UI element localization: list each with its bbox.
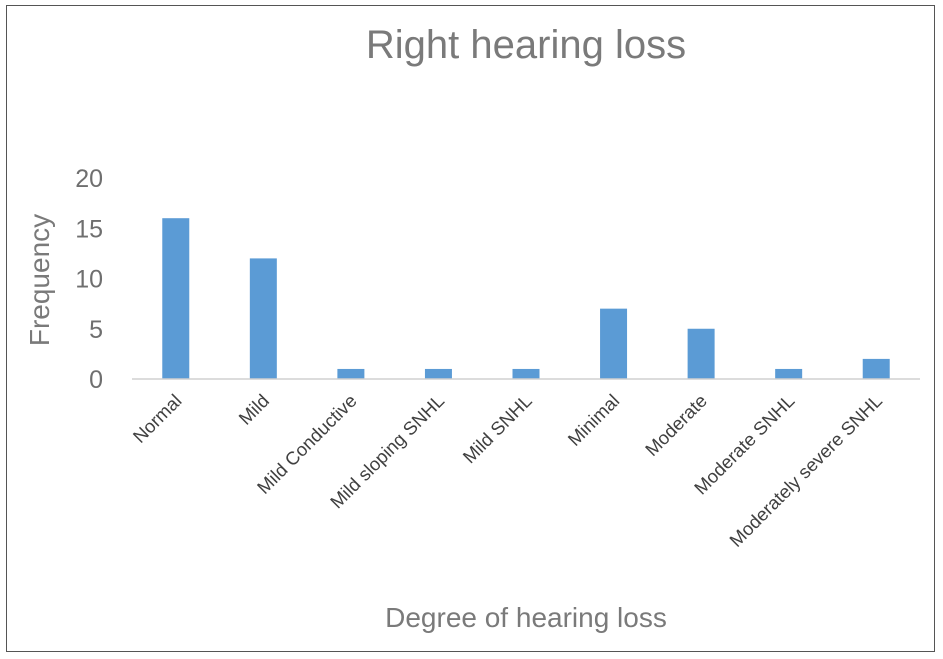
y-tick-label: 5 [89,316,103,344]
chart-frame [6,5,935,652]
y-tick-label: 0 [89,366,103,394]
x-tick-label: Moderately severe SNHL [725,390,886,551]
x-axis-title: Degree of hearing loss [385,602,667,633]
bar [337,368,365,379]
y-tick-label: 15 [75,215,103,243]
x-tick-label: Mild [234,390,273,429]
bar [687,328,715,379]
y-axis-ticks: 0 5 10 15 20 [75,165,103,394]
chart-title: Right hearing loss [366,23,686,67]
bar [512,368,540,379]
bar [775,368,803,379]
y-tick-label: 20 [75,165,103,193]
x-tick-label: Normal [129,390,186,447]
bar [162,218,190,379]
y-axis-title: Frequency [24,214,55,346]
bar [424,368,452,379]
bar [862,358,890,379]
x-tick-label: Mild SNHL [458,390,535,467]
bars [162,218,890,379]
y-tick-label: 10 [75,266,103,294]
bar [249,258,277,379]
bar [600,308,628,379]
x-tick-label: Moderate [641,390,711,460]
x-tick-label: Minimal [563,390,623,450]
